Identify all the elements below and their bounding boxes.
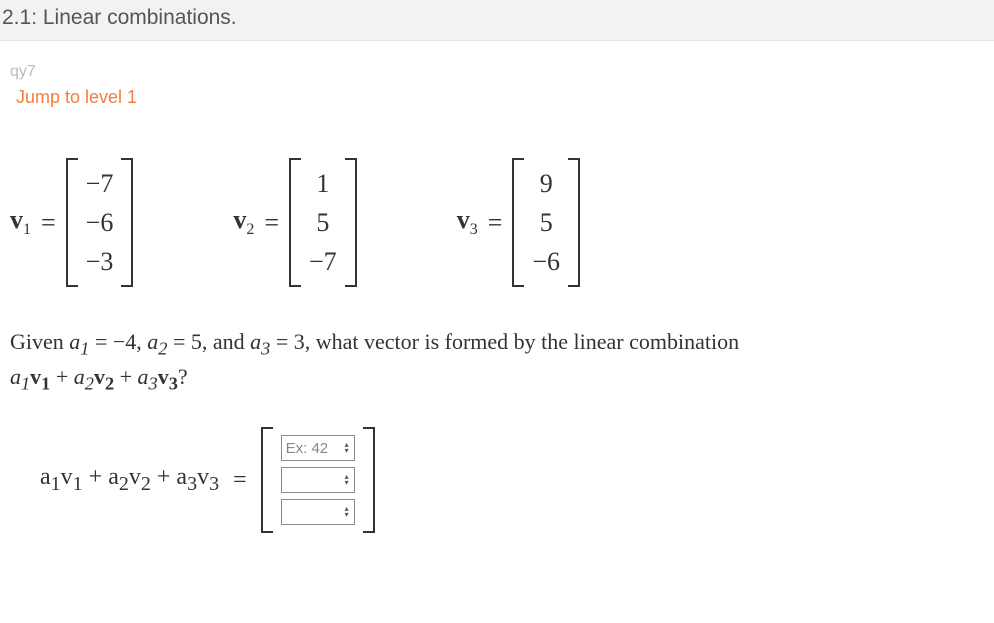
section-header: 2.1: Linear combinations. [0, 0, 994, 41]
q-a2-val: 5 [191, 329, 202, 354]
q-and: , and [202, 329, 250, 354]
answer-input-0[interactable]: Ex: 42 ▴▾ [281, 435, 355, 461]
expr-v3: v3 [158, 364, 178, 389]
expr-v2: v2 [94, 364, 114, 389]
vector-v1-name: v1 [10, 205, 31, 239]
v3-entry-2: −6 [532, 242, 560, 281]
vector-v2-bracket: 1 5 −7 [289, 158, 357, 287]
answer-row: a1v1 + a2v2 + a3v3 = Ex: 42 ▴▾ ▴▾ ▴▾ [40, 427, 984, 533]
q-prefix: Given [10, 329, 69, 354]
vector-v3-name: v3 [457, 205, 478, 239]
equals-sign: = [264, 208, 279, 238]
stepper-icon[interactable]: ▴▾ [340, 436, 354, 460]
answer-vector-bracket: Ex: 42 ▴▾ ▴▾ ▴▾ [261, 427, 375, 533]
vector-v3-entries: 9 5 −6 [522, 158, 570, 287]
stepper-icon[interactable]: ▴▾ [340, 500, 354, 524]
vectors-row: v1 = −7 −6 −3 v2 = 1 5 −7 [10, 158, 984, 287]
answer-input-1[interactable]: ▴▾ [281, 467, 355, 493]
q-a3: a3 [250, 329, 270, 354]
right-bracket [365, 427, 375, 533]
left-bracket [512, 158, 522, 287]
vector-v2-name: v2 [233, 205, 254, 239]
answer-inputs: Ex: 42 ▴▾ ▴▾ ▴▾ [271, 427, 365, 533]
equals-sign: = [233, 467, 247, 494]
q-mark: ? [178, 364, 188, 389]
v1-entry-1: −6 [86, 203, 114, 242]
expr-v1: v1 [30, 364, 50, 389]
page-code: qy7 [10, 63, 984, 81]
v3-entry-1: 5 [540, 203, 553, 242]
jump-to-level-link[interactable]: Jump to level 1 [16, 87, 984, 108]
q-a2: a2 [147, 329, 167, 354]
question-text: Given a1 = −4, a2 = 5, and a3 = 3, what … [10, 327, 984, 397]
vector-v2: v2 = 1 5 −7 [233, 158, 356, 287]
stepper-icon[interactable]: ▴▾ [340, 468, 354, 492]
v2-entry-1: 5 [316, 203, 329, 242]
v2-entry-0: 1 [316, 164, 329, 203]
right-bracket [347, 158, 357, 287]
content-area: qy7 Jump to level 1 v1 = −7 −6 −3 v2 = [0, 63, 994, 553]
v1-entry-0: −7 [86, 164, 114, 203]
section-title: 2.1: Linear combinations. [2, 6, 237, 29]
equals-sign: = [488, 208, 503, 238]
vector-v1-entries: −7 −6 −3 [76, 158, 124, 287]
equals-sign: = [41, 208, 56, 238]
q-tail: , what vector is formed by the linear co… [305, 329, 739, 354]
right-bracket [570, 158, 580, 287]
v2-entry-2: −7 [309, 242, 337, 281]
expr-a3: a3 [138, 364, 158, 389]
expr-a1: a1 [10, 364, 30, 389]
v3-entry-0: 9 [540, 164, 553, 203]
expr-a2: a2 [74, 364, 94, 389]
left-bracket [261, 427, 271, 533]
right-bracket [123, 158, 133, 287]
vector-v1-bracket: −7 −6 −3 [66, 158, 134, 287]
answer-lhs: a1v1 + a2v2 + a3v3 [40, 464, 219, 496]
left-bracket [66, 158, 76, 287]
answer-input-2[interactable]: ▴▾ [281, 499, 355, 525]
left-bracket [289, 158, 299, 287]
q-a1-val: −4 [113, 329, 136, 354]
vector-v3-bracket: 9 5 −6 [512, 158, 580, 287]
vector-v2-entries: 1 5 −7 [299, 158, 347, 287]
q-a3-val: 3 [294, 329, 305, 354]
vector-v3: v3 = 9 5 −6 [457, 158, 580, 287]
answer-input-0-placeholder: Ex: 42 [282, 440, 340, 457]
q-a1: a1 [69, 329, 89, 354]
v1-entry-2: −3 [86, 242, 114, 281]
vector-v1: v1 = −7 −6 −3 [10, 158, 133, 287]
